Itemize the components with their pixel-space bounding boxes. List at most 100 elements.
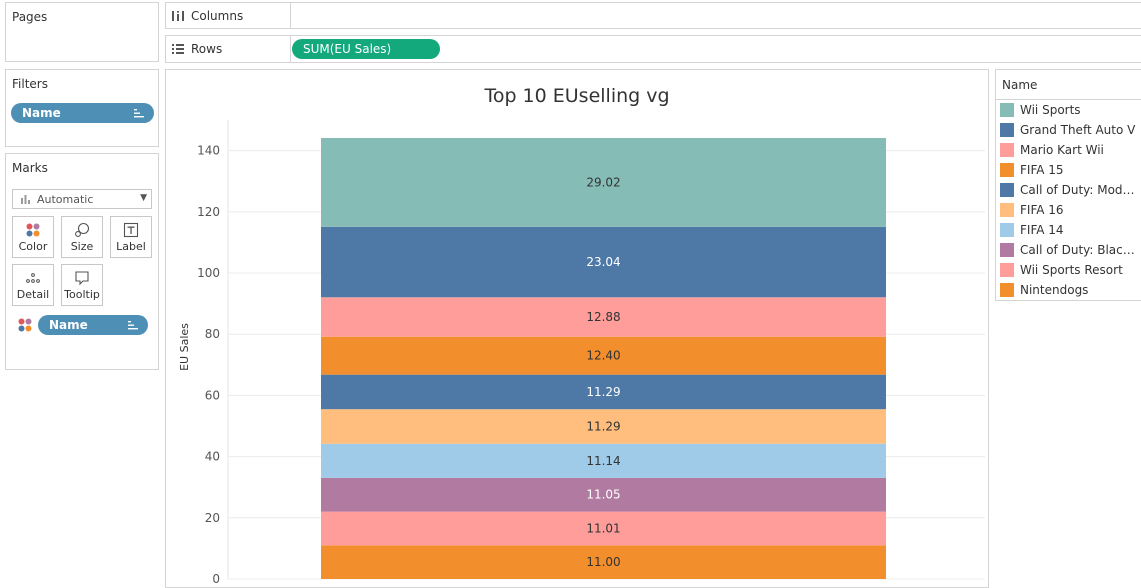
bar-segment[interactable] <box>321 226 886 298</box>
bar-data-label: 11.05 <box>586 488 620 502</box>
bar-segment[interactable] <box>321 336 886 375</box>
bar-data-label: 12.40 <box>586 349 620 363</box>
marks-field-pill-name[interactable]: Name <box>38 315 148 335</box>
bar-segments[interactable]: 11.00 11.01 11.05 11.14 11.29 11.29 12.40 12.88… <box>321 137 886 579</box>
bar-data-label: 29.02 <box>586 175 620 189</box>
tooltip-icon <box>75 271 89 286</box>
bar-data-label: 11.14 <box>586 454 620 468</box>
mark-type-label: Automatic <box>37 192 94 206</box>
legend-item-label: Mario Kart Wii <box>1020 143 1104 157</box>
columns-label-text: Columns <box>191 8 244 23</box>
bar-data-label: 11.01 <box>586 521 620 535</box>
legend-item[interactable]: FIFA 15 <box>1000 160 1140 180</box>
legend-swatch <box>1000 223 1014 237</box>
chevron-down-icon: ▼ <box>140 193 147 203</box>
legend-item[interactable]: Call of Duty: Black O... <box>1000 240 1140 260</box>
size-button[interactable]: Size <box>61 216 103 258</box>
bar-data-label: 11.00 <box>586 555 620 569</box>
bar-segment[interactable] <box>321 477 886 512</box>
chart-view[interactable]: Top 10 EUselling vg 11.00 11.01 11.05 11.14… <box>165 69 989 588</box>
color-button-label: Color <box>18 240 48 253</box>
stacked-bar-chart: 11.00 11.01 11.05 11.14 11.29 11.29 12.40 12.88… <box>178 120 985 586</box>
y-axis-ticks: 0 20 40 60 80 100 120 140 <box>197 144 220 586</box>
legend-item[interactable]: Nintendogs <box>1000 280 1140 300</box>
bar-data-label: 11.29 <box>586 385 620 399</box>
shelf-divider <box>290 3 291 28</box>
legend-item-label: FIFA 14 <box>1020 223 1064 237</box>
size-button-label: Size <box>70 240 94 253</box>
color-button[interactable]: Color <box>12 216 54 258</box>
bar-segment[interactable] <box>321 374 886 410</box>
y-tick-label: 80 <box>205 327 220 341</box>
y-tick-label: 120 <box>197 205 220 219</box>
filters-title: Filters <box>12 77 48 91</box>
legend-item-label: Grand Theft Auto V <box>1020 123 1136 137</box>
legend-swatch <box>1000 183 1014 197</box>
color-legend[interactable]: Name Wii Sports Grand Theft Auto V Mario K… <box>995 69 1141 301</box>
color-icon <box>26 223 40 237</box>
marks-title: Marks <box>12 161 48 175</box>
legend-item[interactable]: Call of Duty: Modern ... <box>1000 180 1140 200</box>
legend-swatch <box>1000 123 1014 137</box>
y-tick-label: 60 <box>205 388 220 402</box>
bar-data-label: 12.88 <box>586 310 620 324</box>
y-tick-label: 100 <box>197 266 220 280</box>
columns-shelf[interactable]: Columns <box>165 2 1141 29</box>
rows-icon <box>172 44 184 54</box>
filter-pill-label: Name <box>22 106 61 120</box>
legend-divider <box>996 99 1141 100</box>
sort-icon <box>128 321 138 330</box>
rows-pill-label: SUM(EU Sales) <box>303 42 392 56</box>
legend-title: Name <box>1002 78 1038 92</box>
bar-segment[interactable] <box>321 443 886 478</box>
legend-item[interactable]: Wii Sports Resort <box>1000 260 1140 280</box>
legend-item-label: Call of Duty: Black O... <box>1020 243 1140 257</box>
filters-panel[interactable]: Filters Name <box>5 69 159 147</box>
y-tick-label: 40 <box>205 450 220 464</box>
text-label-icon <box>123 222 139 238</box>
legend-item-label: Wii Sports <box>1020 103 1081 117</box>
detail-button[interactable]: Detail <box>12 264 54 306</box>
legend-swatch <box>1000 103 1014 117</box>
marks-panel[interactable]: Marks Automatic ▼ Color Size <box>5 153 159 370</box>
legend-swatch <box>1000 163 1014 177</box>
mark-type-dropdown[interactable]: Automatic ▼ <box>12 189 152 209</box>
rows-shelf-label: Rows <box>172 36 222 62</box>
rows-shelf[interactable]: Rows SUM(EU Sales) <box>165 35 1141 63</box>
legend-swatch <box>1000 263 1014 277</box>
legend-item[interactable]: Mario Kart Wii <box>1000 140 1140 160</box>
rows-pill-sum-eu-sales[interactable]: SUM(EU Sales) <box>292 39 440 59</box>
y-axis-label: EU Sales <box>178 323 191 371</box>
bar-segment[interactable] <box>321 511 886 546</box>
legend-swatch <box>1000 243 1014 257</box>
bar-segment[interactable] <box>321 545 886 579</box>
bar-segment[interactable] <box>321 409 886 444</box>
detail-icon <box>26 273 40 283</box>
legend-item[interactable]: Wii Sports <box>1000 100 1140 120</box>
rows-label-text: Rows <box>191 42 223 56</box>
tooltip-button-label: Tooltip <box>64 288 100 301</box>
legend-swatch <box>1000 283 1014 297</box>
legend-item-label: Call of Duty: Modern ... <box>1020 183 1140 197</box>
legend-swatch <box>1000 203 1014 217</box>
sort-icon <box>134 109 144 118</box>
y-tick-label: 20 <box>205 511 220 525</box>
legend-item[interactable]: FIFA 16 <box>1000 200 1140 220</box>
bar-chart-icon <box>21 194 30 204</box>
chart-title: Top 10 EUselling vg <box>484 85 670 107</box>
bar-data-label: 23.04 <box>586 255 620 269</box>
legend-item[interactable]: Grand Theft Auto V <box>1000 120 1140 140</box>
legend-item-label: FIFA 16 <box>1020 203 1064 217</box>
legend-item[interactable]: FIFA 14 <box>1000 220 1140 240</box>
label-button-label: Label <box>116 240 146 253</box>
tooltip-button[interactable]: Tooltip <box>61 264 103 306</box>
filter-pill-name[interactable]: Name <box>11 103 154 123</box>
legend-item-label: FIFA 15 <box>1020 163 1064 177</box>
pages-panel[interactable]: Pages <box>5 2 159 62</box>
bar-data-label: 11.29 <box>586 419 620 433</box>
shelf-divider <box>290 36 291 62</box>
bar-segment[interactable] <box>321 297 886 337</box>
label-button[interactable]: Label <box>110 216 152 258</box>
bar-segment[interactable] <box>321 137 886 227</box>
pages-title: Pages <box>12 10 48 24</box>
